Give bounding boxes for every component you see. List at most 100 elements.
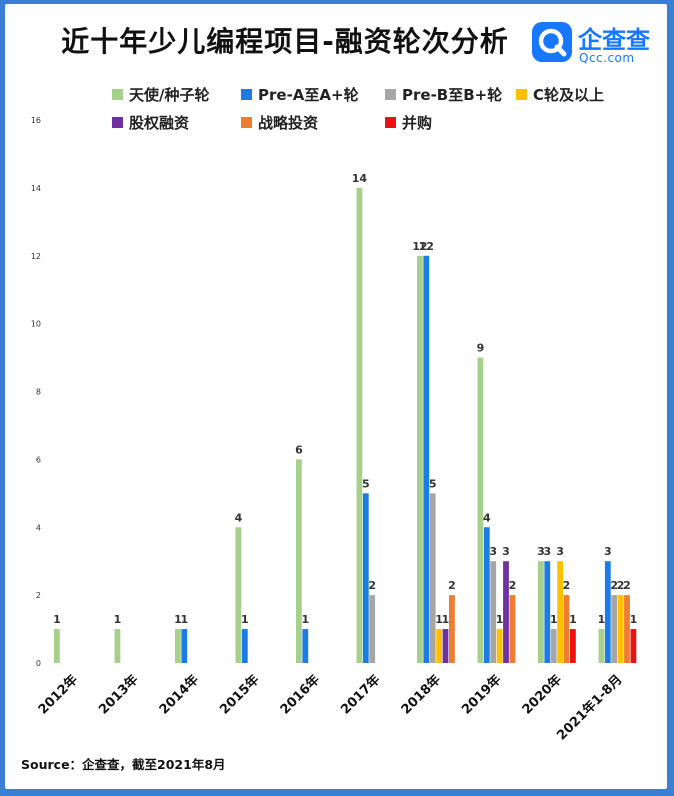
bar	[442, 629, 449, 663]
x-tick-label: 2014年	[156, 672, 202, 718]
bar	[417, 255, 423, 663]
bar	[496, 629, 503, 663]
data-label: 12	[419, 240, 434, 253]
chart-title: 近十年少儿编程项目-融资轮次分析	[61, 25, 509, 58]
bar	[570, 629, 576, 663]
bar	[624, 595, 630, 664]
bar	[617, 595, 624, 664]
data-label: 1	[241, 613, 249, 626]
data-label: 2	[509, 579, 517, 592]
data-label: 5	[429, 477, 437, 490]
data-label: 2	[448, 579, 456, 592]
y-tick-label: 8	[36, 388, 41, 397]
y-tick-label: 16	[31, 116, 41, 125]
chart-legend: 天使/种子轮 Pre-A至A+轮 Pre-B至B+轮 C轮及以上股权融资 战略投资 并购	[5, 4, 667, 144]
brand-logo: 企查查 Qcc.com	[532, 20, 667, 70]
source-note: Source：企查查，截至2021年8月	[21, 757, 226, 772]
data-label: 2	[563, 579, 571, 592]
bar	[449, 595, 455, 664]
y-tick-label: 12	[31, 252, 41, 261]
legend-label: 战略投资	[258, 114, 319, 132]
data-label: 1	[435, 613, 443, 626]
bar	[483, 527, 490, 663]
bar	[114, 629, 121, 663]
data-label: 3	[556, 545, 564, 558]
legend-label: Pre-A至A+轮	[258, 86, 359, 104]
bar	[604, 561, 611, 663]
x-tick-label: 2012年	[35, 672, 81, 718]
x-tick-label: 2017年	[337, 672, 383, 718]
bar	[241, 629, 248, 663]
y-tick-label: 0	[36, 659, 41, 668]
data-label: 2	[368, 579, 376, 592]
bar	[538, 561, 544, 663]
data-label: 3	[489, 545, 497, 558]
data-label: 6	[295, 443, 303, 456]
x-tick-label: 2015年	[216, 672, 262, 718]
bar	[356, 187, 363, 664]
data-label: 1	[53, 613, 61, 626]
data-label: 3	[543, 545, 551, 558]
data-label: 1	[550, 613, 558, 626]
legend-swatch	[516, 89, 527, 100]
x-tick-label: 2019年	[458, 672, 504, 718]
chart-card: 近十年少儿编程项目-融资轮次分析 企查查 Qcc.com 天使/种子轮 Pre-A…	[5, 4, 667, 789]
y-tick-label: 4	[36, 523, 41, 532]
data-label: 1	[180, 613, 188, 626]
legend-label: C轮及以上	[533, 86, 605, 104]
y-tick-label: 14	[31, 184, 41, 193]
legend-swatch	[385, 89, 396, 100]
bar	[175, 629, 181, 663]
bar	[296, 459, 302, 664]
logo-name: 企查查	[578, 26, 650, 54]
data-label: 1	[442, 613, 450, 626]
data-label: 4	[483, 511, 491, 524]
x-tick-label: 2016年	[277, 672, 323, 718]
legend-label: Pre-B至B+轮	[402, 86, 503, 104]
legend-label: 并购	[402, 114, 433, 132]
bar	[563, 595, 570, 664]
legend-swatch	[385, 117, 396, 128]
bar	[429, 493, 436, 663]
bar	[503, 561, 509, 663]
data-label: 4	[235, 511, 243, 524]
logo-domain: Qcc.com	[579, 51, 635, 65]
bar	[550, 629, 557, 663]
bar	[598, 629, 605, 663]
bar	[362, 493, 369, 663]
bar	[181, 629, 188, 663]
bar	[369, 595, 376, 664]
bar	[423, 255, 430, 663]
data-label: 3	[537, 545, 545, 558]
legend-label: 天使/种子轮	[129, 86, 210, 104]
legend-swatch	[112, 89, 123, 100]
data-label: 2	[617, 579, 625, 592]
qcc-logo-icon	[532, 22, 572, 62]
data-label: 1	[630, 613, 638, 626]
bar	[477, 357, 484, 663]
bar	[54, 629, 60, 663]
bar	[302, 629, 309, 663]
x-tick-label: 2013年	[95, 672, 141, 718]
data-label: 12	[412, 240, 427, 253]
legend-label: 股权融资	[129, 114, 190, 132]
bar	[630, 629, 637, 663]
data-label: 1	[301, 613, 309, 626]
data-label: 1	[174, 613, 182, 626]
bar	[490, 561, 497, 663]
data-label: 5	[362, 477, 370, 490]
legend-swatch	[112, 117, 123, 128]
bar	[436, 629, 442, 663]
bar	[544, 561, 551, 663]
data-label: 1	[569, 613, 577, 626]
data-label: 9	[477, 342, 485, 355]
data-label: 1	[114, 613, 122, 626]
data-label: 2	[610, 579, 618, 592]
bar	[509, 595, 516, 664]
y-tick-label: 2	[36, 591, 41, 600]
bar	[557, 561, 563, 663]
legend-swatch	[241, 117, 252, 128]
bar	[611, 595, 618, 664]
legend-swatch	[241, 89, 252, 100]
